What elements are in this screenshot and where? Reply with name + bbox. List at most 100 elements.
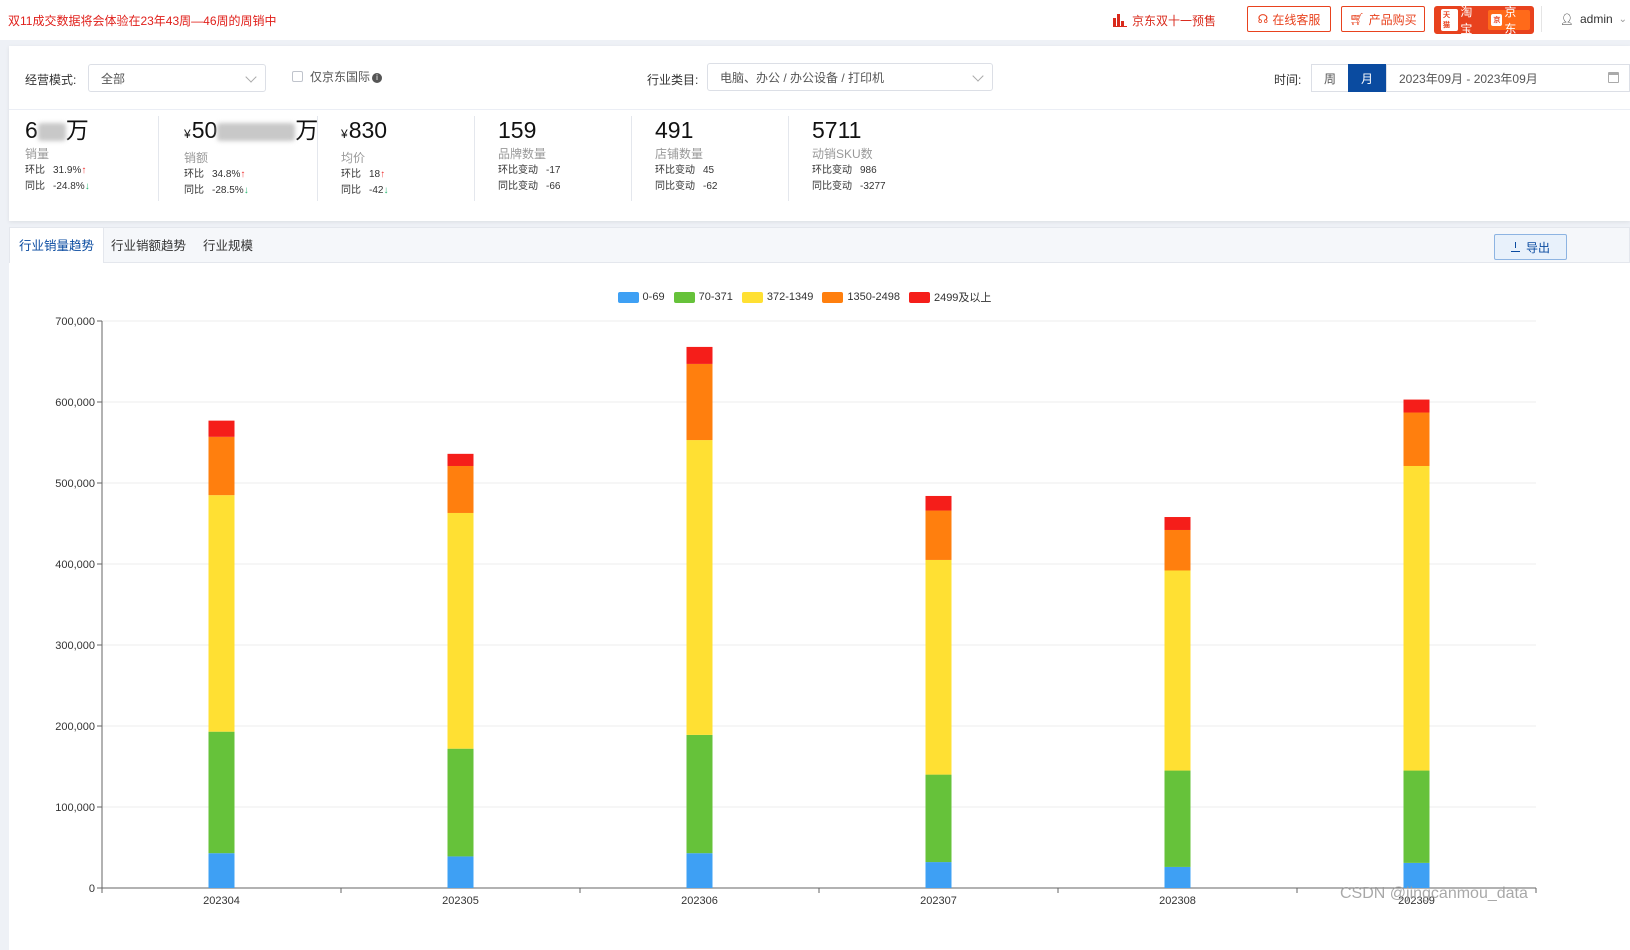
top-bar: 双11成交数据将会体验在23年43周—46周的周销中 京东双十一预售 ☊ 在线客…	[0, 0, 1630, 40]
month-toggle[interactable]: 月	[1348, 64, 1386, 92]
industry-select[interactable]: 电脑、办公 / 办公设备 / 打印机	[707, 63, 993, 91]
arrow-down-icon: ↓	[243, 185, 249, 196]
bar-segment	[447, 453, 474, 466]
legend-item[interactable]: 70-371	[673, 289, 733, 305]
promo-link[interactable]: 京东双十一预售	[1113, 12, 1216, 29]
bar-segment	[447, 748, 474, 857]
stat-name: 店铺数量	[655, 147, 704, 161]
buy-product-label: 产品购买	[1368, 12, 1417, 27]
bar-segment	[686, 440, 713, 735]
bar-segment	[925, 559, 952, 775]
stat-mom: 环比变动 986	[812, 165, 877, 176]
bar-segment	[1403, 412, 1430, 466]
watermark: CSDN @jingcanmou_data	[1340, 885, 1528, 902]
legend-label: 70-371	[698, 291, 733, 303]
calendar-icon	[1608, 72, 1619, 83]
stat-name: 动销SKU数	[812, 147, 873, 161]
taobao-option[interactable]: 天猫 淘宝	[1438, 5, 1487, 36]
x-tick-label: 202309	[1398, 895, 1435, 907]
bar-segment	[1164, 570, 1191, 771]
stat-mom: 环比 31.9%↑	[25, 165, 87, 176]
bar-segment	[208, 495, 235, 732]
export-button[interactable]: 导出	[1494, 234, 1567, 260]
industry-value: 电脑、办公 / 办公设备 / 打印机	[720, 70, 885, 85]
jd-intl-checkbox[interactable]	[292, 71, 303, 82]
stat-yoy: 同比变动 -66	[498, 181, 561, 192]
y-tick-label: 100,000	[55, 802, 95, 814]
taobao-label: 淘宝	[1460, 5, 1473, 36]
bar-segment	[208, 420, 235, 437]
platform-switch[interactable]: 天猫 淘宝 京 京东	[1434, 5, 1534, 36]
bar-segment	[1403, 862, 1430, 888]
legend-item[interactable]: 0-69	[617, 289, 665, 305]
jd-option[interactable]: 京 京东	[1488, 5, 1530, 36]
export-label: 导出	[1525, 240, 1550, 255]
mode-select[interactable]: 全部	[88, 64, 266, 92]
tab-industry-scale[interactable]: 行业规模	[203, 239, 254, 253]
bar-segment	[925, 862, 952, 888]
legend-label: 372-1349	[766, 291, 814, 303]
chevron-down-icon	[245, 71, 257, 83]
arrow-up-icon: ↑	[380, 169, 386, 180]
bar-segment	[208, 853, 235, 888]
arrow-up-icon: ↑	[81, 165, 87, 176]
bar-segment	[1403, 399, 1430, 413]
legend-swatch	[673, 291, 695, 303]
tab-sales-amount-trend[interactable]: 行业销额趋势	[111, 239, 187, 253]
buy-product-button[interactable]: 🛒︎ 产品购买	[1341, 6, 1425, 32]
promo-label: 京东双十一预售	[1132, 14, 1217, 28]
stat-name: 均价	[341, 151, 366, 165]
legend-label: 1350-2498	[847, 291, 900, 303]
stat-name: 销量	[25, 147, 50, 161]
bar-segment	[925, 774, 952, 863]
legend-swatch	[908, 291, 930, 303]
y-tick-label: 500,000	[55, 478, 95, 490]
chevron-down-icon: ⌄	[1618, 13, 1628, 25]
bar-segment	[686, 853, 713, 888]
bar-segment	[1164, 770, 1191, 867]
week-toggle[interactable]: 周	[1311, 64, 1349, 92]
bar-segment	[1164, 866, 1191, 888]
y-tick-label: 300,000	[55, 640, 95, 652]
stat-name: 品牌数量	[498, 147, 547, 161]
bar-segment	[686, 363, 713, 441]
divider	[9, 109, 1630, 110]
online-service-button[interactable]: ☊ 在线客服	[1247, 6, 1331, 32]
legend-item[interactable]: 372-1349	[741, 289, 814, 305]
stat-mom: 环比变动 45	[655, 165, 715, 176]
legend-swatch	[617, 291, 639, 303]
stat-yoy: 同比变动 -3277	[812, 181, 886, 192]
tmall-logo-icon: 天猫	[1441, 9, 1459, 31]
stat-value: 159	[498, 117, 537, 143]
industry-label: 行业类目:	[647, 73, 699, 87]
tab-sales-volume-trend[interactable]: 行业销量趋势	[10, 228, 105, 265]
date-range-picker[interactable]: 2023年09月 - 2023年09月	[1386, 64, 1630, 92]
stat-mom: 环比 34.8%↑	[184, 169, 246, 180]
legend-item[interactable]: 2499及以上	[908, 289, 991, 305]
chevron-down-icon	[972, 70, 984, 82]
arrow-down-icon: ↓	[383, 185, 389, 196]
stat-yoy: 同比 -28.5%↓	[184, 185, 249, 196]
chart-legend: 0-69 70-371 372-1349 1350-2498 2499及以上	[9, 289, 1630, 305]
mode-value: 全部	[101, 71, 126, 86]
stacked-bar-chart: 0 100,000 200,000 300,000 400,000 500,000 600,…	[55, 316, 1537, 907]
stat-yoy: 同比 -42↓	[341, 185, 389, 196]
stat-sales-amount: ¥50 万 销额 环比 34.8%↑ 同比 -28.5%↓	[168, 116, 318, 201]
chart-panel: 0-69 70-371 372-1349 1350-2498 2499及以上 0 100,…	[9, 263, 1630, 950]
bar-segment	[1164, 517, 1191, 530]
info-icon[interactable]: i	[372, 73, 383, 83]
download-icon	[1510, 242, 1520, 252]
stat-sku-count: 5711 动销SKU数 环比变动 986 同比变动 -3277	[796, 116, 946, 201]
arrow-up-icon: ↑	[240, 169, 246, 180]
x-tick-label: 202307	[920, 895, 957, 907]
stat-avg-price: ¥830 均价 环比 18↑ 同比 -42↓	[325, 116, 475, 201]
stat-value: ¥50 万	[184, 117, 319, 143]
legend-item[interactable]: 1350-2498	[822, 289, 900, 305]
bar-segment	[686, 346, 713, 364]
masked-value	[217, 122, 296, 141]
user-menu[interactable]: 👤︎ admin ⌄	[1541, 6, 1630, 32]
bar-segment	[447, 856, 474, 888]
stat-shop-count: 491 店铺数量 环比变动 45 同比变动 -62	[639, 116, 789, 201]
